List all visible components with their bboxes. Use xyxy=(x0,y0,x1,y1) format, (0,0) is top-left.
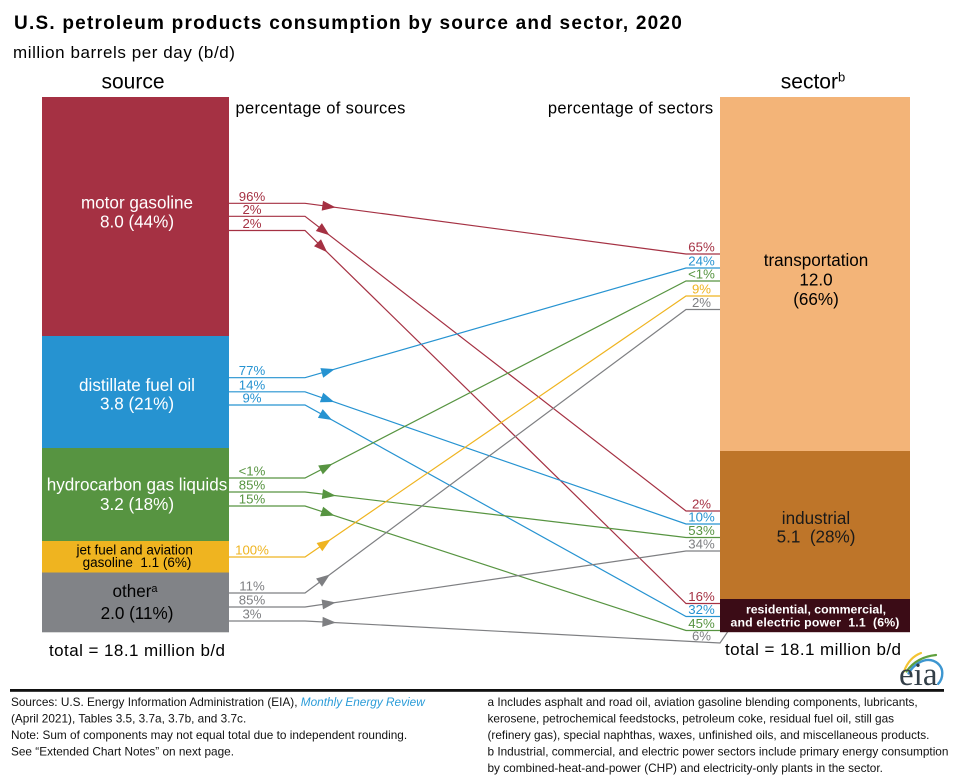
svg-text:32%: 32% xyxy=(688,602,715,617)
svg-text:residential, commercial,: residential, commercial, xyxy=(746,603,886,617)
svg-text:industrial: industrial xyxy=(782,509,850,528)
svg-text:12.0: 12.0 xyxy=(799,271,832,290)
svg-text:and electric power 1.1 (6%): and electric power 1.1 (6%) xyxy=(730,615,899,629)
svg-text:eia: eia xyxy=(899,657,938,693)
svg-text:96%: 96% xyxy=(239,189,266,204)
svg-text:65%: 65% xyxy=(688,240,715,255)
svg-text:77%: 77% xyxy=(239,363,266,378)
svg-text:U.S. petroleum products consum: U.S. petroleum products consumption by s… xyxy=(14,13,683,34)
svg-text:source: source xyxy=(101,71,164,94)
svg-text:<1%: <1% xyxy=(239,464,266,479)
svg-text:8.0 (44%): 8.0 (44%) xyxy=(100,213,174,232)
svg-text:24%: 24% xyxy=(688,254,715,269)
svg-text:(66%): (66%) xyxy=(793,290,839,309)
svg-text:(refinery gas), special naphth: (refinery gas), special naphthas, waxes,… xyxy=(488,728,930,742)
svg-text:3.2 (18%): 3.2 (18%) xyxy=(100,495,174,514)
svg-text:sectorb: sectorb xyxy=(781,70,845,94)
svg-text:2%: 2% xyxy=(692,497,711,512)
svg-text:45%: 45% xyxy=(688,616,715,631)
svg-text:(April 2021), Tables 3.5, 3.7a: (April 2021), Tables 3.5, 3.7a, 3.7b, an… xyxy=(11,712,246,726)
svg-text:15%: 15% xyxy=(239,492,266,507)
svg-text:See “Extended Chart Notes” on: See “Extended Chart Notes” on next page. xyxy=(11,744,234,758)
svg-text:a Includes asphalt and road oi: a Includes asphalt and road oil, aviatio… xyxy=(488,695,918,709)
svg-text:16%: 16% xyxy=(688,589,715,604)
svg-text:million barrels per day (b/d): million barrels per day (b/d) xyxy=(13,43,236,62)
svg-text:100%: 100% xyxy=(235,543,269,558)
svg-text:hydrocarbon gas liquids: hydrocarbon gas liquids xyxy=(47,476,228,495)
svg-text:2.0 (11%): 2.0 (11%) xyxy=(101,604,174,623)
svg-text:jet fuel and aviation: jet fuel and aviation xyxy=(76,542,193,557)
svg-text:5.1 (28%): 5.1 (28%) xyxy=(777,528,856,547)
svg-text:10%: 10% xyxy=(688,510,715,525)
svg-text:3%: 3% xyxy=(242,607,261,622)
svg-text:percentage of sources: percentage of sources xyxy=(236,100,406,118)
svg-text:by combined-heat-and-power (CH: by combined-heat-and-power (CHP) and ele… xyxy=(488,761,883,775)
svg-text:motor gasoline: motor gasoline xyxy=(81,193,193,212)
svg-text:2%: 2% xyxy=(692,295,711,310)
svg-text:3.8 (21%): 3.8 (21%) xyxy=(100,395,174,414)
svg-text:othera: othera xyxy=(112,582,158,601)
svg-text:total = 18.1 million b/d: total = 18.1 million b/d xyxy=(49,641,225,660)
svg-text:11%: 11% xyxy=(239,579,265,594)
svg-text:Note: Sum of components may no: Note: Sum of components may not equal to… xyxy=(11,728,407,742)
svg-text:transportation: transportation xyxy=(764,251,869,270)
svg-text:53%: 53% xyxy=(688,523,715,538)
svg-text:Sources: U.S. Energy Informati: Sources: U.S. Energy Information Adminis… xyxy=(11,695,426,709)
svg-text:14%: 14% xyxy=(239,377,266,392)
svg-text:85%: 85% xyxy=(239,478,266,493)
svg-text:34%: 34% xyxy=(688,537,715,552)
svg-text:9%: 9% xyxy=(242,391,261,406)
svg-text:2%: 2% xyxy=(242,216,261,231)
svg-text:6%: 6% xyxy=(692,629,711,644)
svg-text:kerosene, petrochemical feedst: kerosene, petrochemical feedstocks, petr… xyxy=(488,712,895,726)
svg-text:<1%: <1% xyxy=(688,267,715,282)
svg-text:b Industrial, commercial, and: b Industrial, commercial, and electric p… xyxy=(488,744,949,758)
svg-text:percentage of sectors: percentage of sectors xyxy=(548,100,714,118)
svg-text:9%: 9% xyxy=(692,282,711,297)
svg-text:85%: 85% xyxy=(239,593,266,608)
svg-text:gasoline 1.1 (6%): gasoline 1.1 (6%) xyxy=(83,555,192,570)
svg-text:total = 18.1 million b/d: total = 18.1 million b/d xyxy=(725,640,901,659)
svg-text:distillate fuel oil: distillate fuel oil xyxy=(79,376,195,395)
svg-text:2%: 2% xyxy=(242,202,261,217)
